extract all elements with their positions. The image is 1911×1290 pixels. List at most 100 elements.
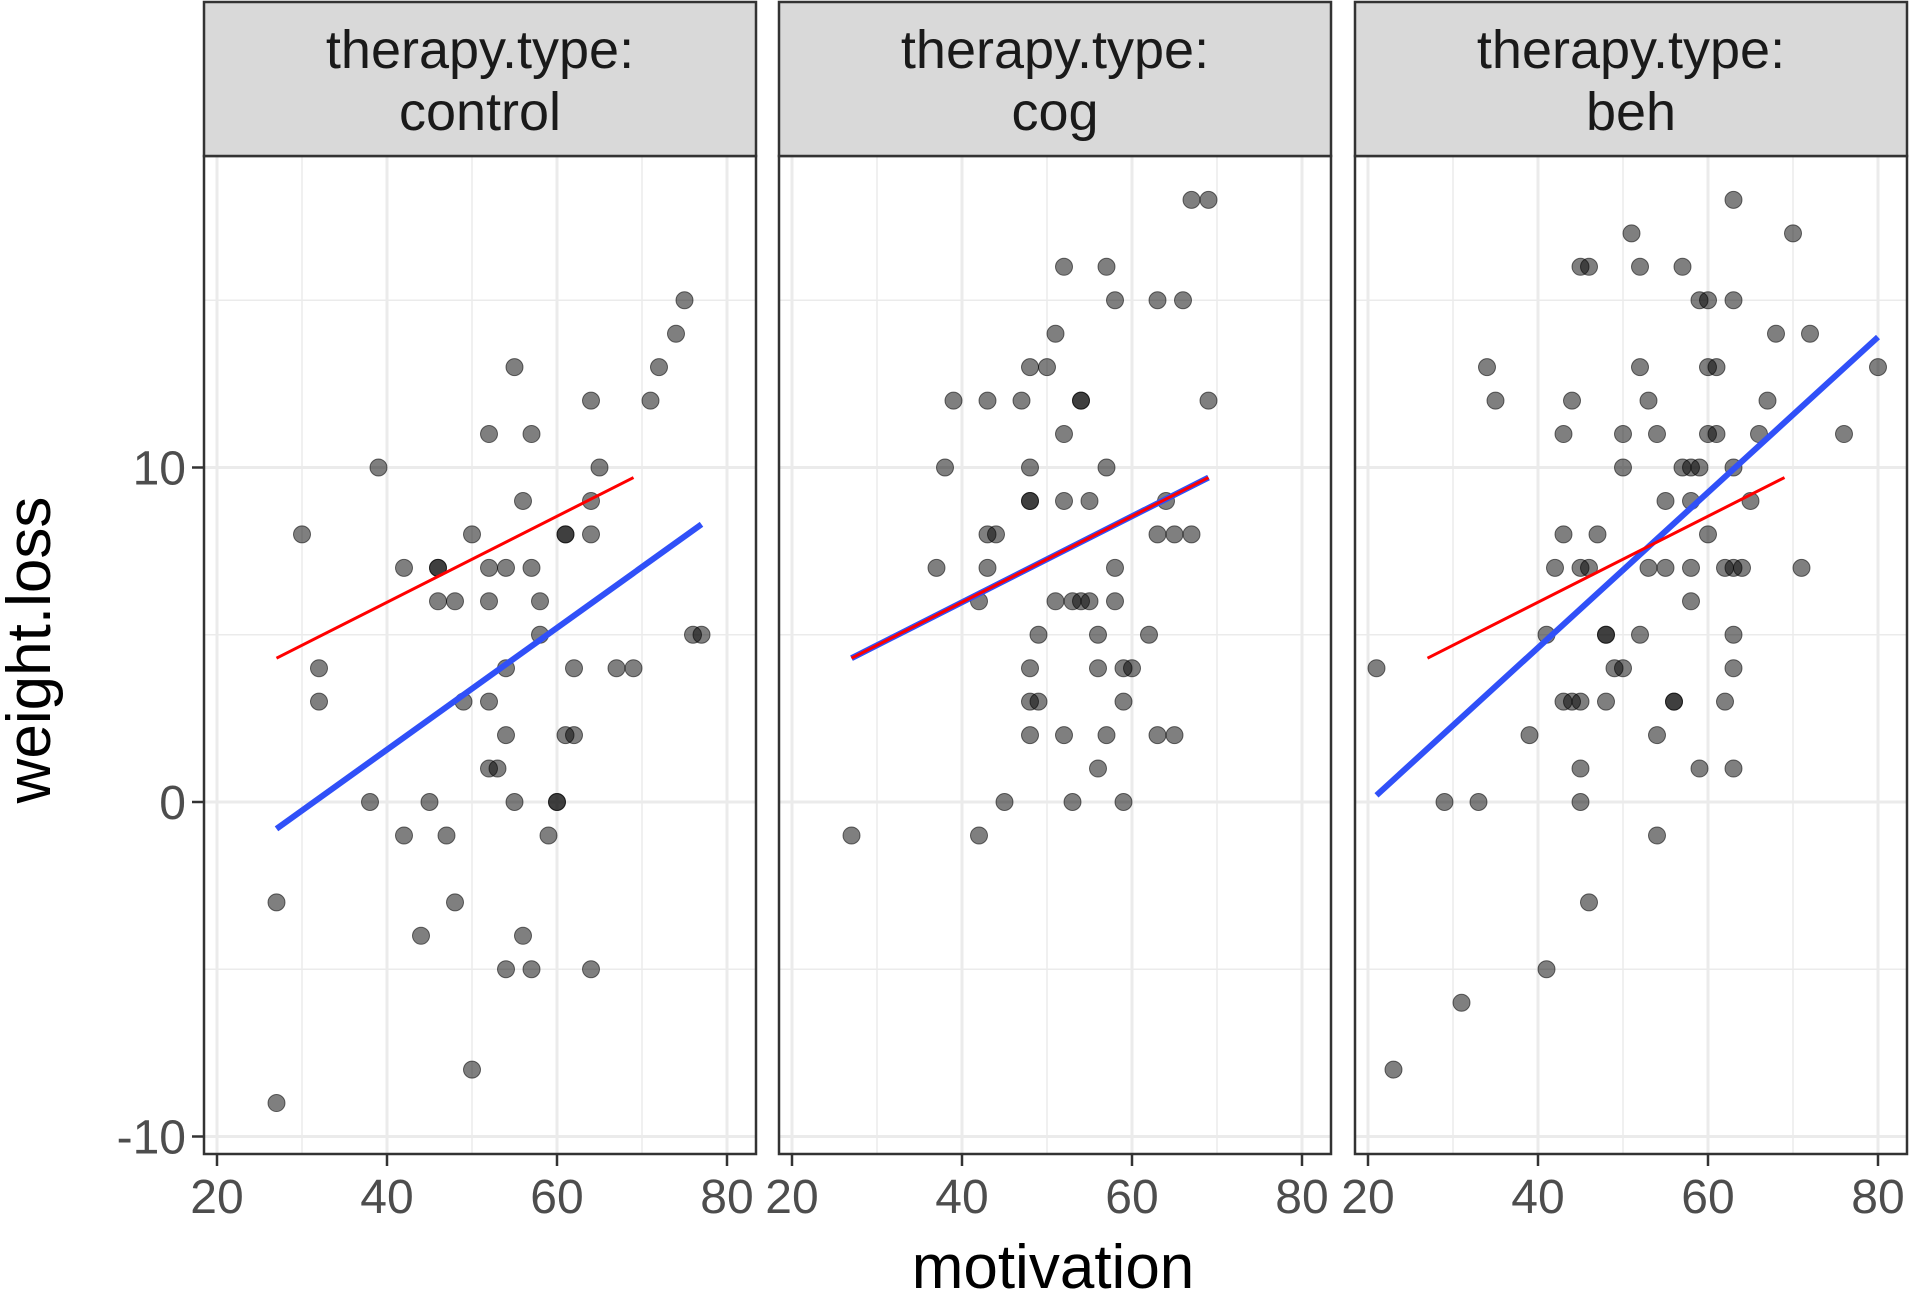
data-point [650,358,668,377]
data-point [556,525,575,544]
data-point [1478,358,1496,377]
facet-strip-level: control [399,82,561,142]
data-point [1089,759,1107,778]
data-point [1046,592,1065,611]
data-point [1080,592,1099,611]
data-point [497,726,515,745]
data-point [1435,793,1454,811]
data-point [1690,759,1709,778]
data-point [437,826,456,845]
data-point [480,692,498,711]
data-point [1452,993,1471,1012]
x-tick-label: 80 [1851,1171,1904,1224]
data-point [1174,291,1192,310]
data-point [1063,793,1082,811]
data-point [1080,491,1099,510]
data-point [1707,425,1726,444]
data-point [1140,625,1158,644]
data-point [1614,425,1632,444]
data-point [1384,1060,1403,1079]
data-point [1554,525,1573,544]
x-tick-label: 80 [700,1171,753,1224]
data-point [1114,793,1133,811]
data-point [463,1060,481,1079]
data-point [522,558,541,577]
panel-cog: therapy.type:cog [777,0,1333,1156]
data-point [1580,257,1598,276]
data-point [1029,692,1048,711]
data-point [1055,726,1073,745]
data-point [514,491,532,510]
x-tick-label: 60 [1105,1171,1158,1224]
data-point [1707,358,1726,377]
data-point [531,592,549,611]
data-point [936,458,954,477]
data-point [927,558,946,577]
x-tick-label: 40 [1511,1171,1564,1224]
data-point [1733,558,1751,577]
data-point [1699,525,1717,544]
data-point [1554,425,1573,444]
data-point [1537,960,1556,979]
data-point [1114,692,1133,711]
data-point [1148,525,1167,544]
facet-strip [1353,0,1909,158]
fit-line-red [850,476,1210,660]
facet-strip-level: beh [1586,82,1676,142]
x-tick-label: 20 [765,1171,818,1224]
panel-background [779,156,1331,1154]
data-point [1835,425,1853,444]
data-point [1199,190,1218,209]
data-point [1038,358,1056,377]
data-point [1767,324,1785,343]
facet-strip [777,0,1333,158]
x-tick-label: 20 [190,1171,243,1224]
data-point [1055,425,1073,444]
data-point [1801,324,1819,343]
data-point [607,659,626,678]
data-point [267,893,286,912]
y-axis: -10 0 10 [117,443,204,1165]
facet-strip-variable: therapy.type: [1477,20,1785,80]
x-axis-title: motivation [912,1233,1195,1290]
x-tick-label: 20 [1341,1171,1394,1224]
data-point [590,458,609,477]
data-point [1631,625,1649,644]
data-point [369,458,388,477]
data-point [1639,391,1658,410]
data-point [641,391,660,410]
data-point [267,1094,286,1113]
data-point [1123,659,1141,678]
data-point [429,592,447,611]
data-point [1563,391,1581,410]
data-point [1571,793,1590,811]
x-tick-label: 40 [360,1171,413,1224]
data-point [1597,692,1615,711]
data-point [667,324,685,343]
data-point [1165,525,1184,544]
data-point [1622,224,1641,243]
data-point [1597,625,1615,644]
data-point [582,960,600,979]
data-point [480,558,498,577]
data-point [1165,726,1184,745]
data-point [582,391,600,410]
data-point [1182,190,1201,209]
data-point [1665,692,1683,711]
data-point [1106,558,1124,577]
facet-strip-variable: therapy.type: [901,20,1209,80]
data-point [970,826,988,845]
data-point [1571,759,1590,778]
data-point [446,592,464,611]
data-point [1097,726,1116,745]
data-point [1631,358,1649,377]
facet-strip [202,0,758,158]
data-point [420,793,439,811]
data-point [1021,659,1039,678]
data-point [1639,558,1658,577]
data-point [1724,625,1743,644]
data-point [1571,692,1590,711]
data-point [1486,391,1505,410]
fit-line-red [1426,476,1786,660]
